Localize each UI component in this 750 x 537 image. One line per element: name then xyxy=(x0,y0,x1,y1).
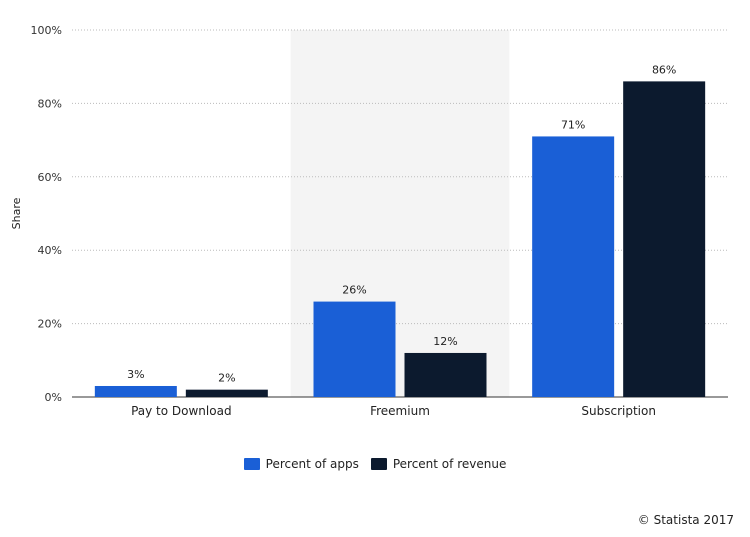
y-axis-label: Share xyxy=(10,197,23,229)
y-tick-label: 80% xyxy=(38,97,62,110)
legend-item-apps[interactable]: Percent of apps xyxy=(243,457,359,471)
bar xyxy=(623,81,706,397)
bar xyxy=(404,352,487,397)
bar xyxy=(185,389,268,397)
data-label: 3% xyxy=(127,368,144,381)
category-label: Pay to Download xyxy=(131,404,231,418)
y-tick-label: 40% xyxy=(38,244,62,257)
data-label: 71% xyxy=(561,118,585,131)
legend-label-revenue: Percent of revenue xyxy=(392,457,507,471)
data-label: 86% xyxy=(652,63,676,76)
category-label: Subscription xyxy=(581,404,656,418)
y-tick-label: 0% xyxy=(45,391,62,404)
legend-label-apps: Percent of apps xyxy=(265,457,359,471)
legend: Percent of apps Percent of revenue xyxy=(0,457,750,471)
data-label: 26% xyxy=(342,284,366,297)
y-tick-label: 60% xyxy=(38,171,62,184)
data-label: 2% xyxy=(218,372,235,385)
data-label: 12% xyxy=(433,335,457,348)
legend-item-revenue[interactable]: Percent of revenue xyxy=(370,457,507,471)
bar xyxy=(94,385,177,397)
bar xyxy=(313,301,396,397)
category-label: Freemium xyxy=(370,404,430,418)
credit: © Statista 2017 xyxy=(637,513,734,527)
legend-swatch-apps xyxy=(243,458,260,470)
y-tick-label: 100% xyxy=(31,24,62,37)
bar xyxy=(532,136,615,397)
y-tick-label: 20% xyxy=(38,318,62,331)
bar-chart: 0% 20% 40% 60% 80% 100% Share 3% 2% Pay to Downlo… xyxy=(10,24,728,418)
legend-swatch-revenue xyxy=(370,458,387,470)
